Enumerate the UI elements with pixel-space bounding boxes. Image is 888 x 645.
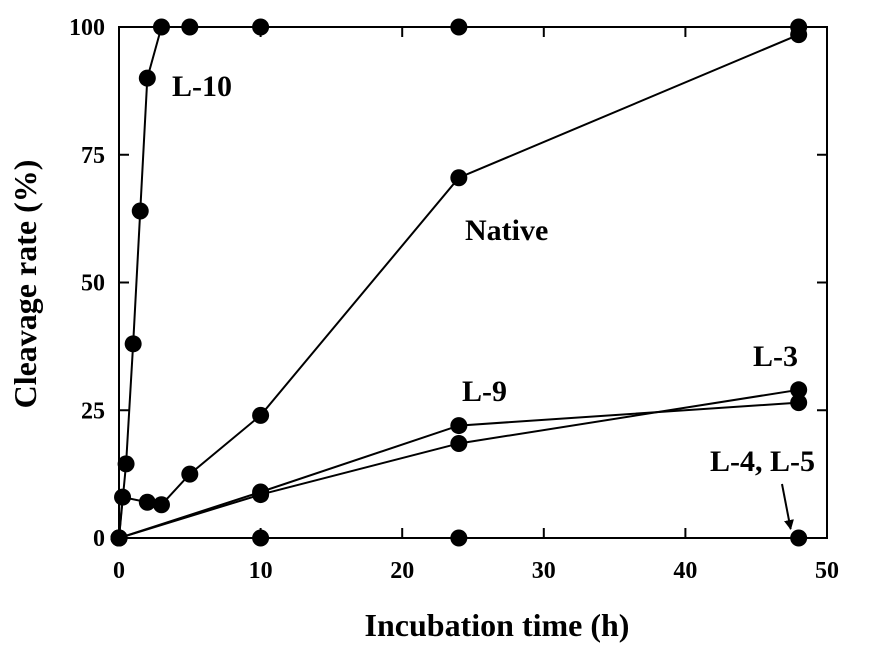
data-point-l-3	[790, 381, 808, 399]
data-point-l-10	[138, 69, 156, 87]
y-tick-label: 0	[93, 526, 105, 552]
series-label-l-3: L-3	[753, 340, 798, 373]
series-label-l-4-l-5: L-4, L-5	[710, 445, 815, 478]
series-label-native: Native	[465, 214, 548, 247]
annotation-arrow	[781, 483, 794, 530]
y-tick-label: 50	[81, 271, 105, 297]
data-point-l-10	[117, 455, 135, 473]
series-line-l-9	[118, 401, 799, 539]
data-point-native	[252, 406, 270, 424]
x-tick-label: 0	[113, 558, 125, 584]
series-label-l-9: L-9	[462, 375, 507, 408]
series-line-native	[118, 33, 800, 539]
y-axis-title: Cleavage rate (%)	[7, 160, 43, 409]
data-point-native	[181, 465, 199, 483]
data-point-l-9	[790, 394, 808, 412]
series-label-l-10: L-10	[172, 70, 232, 103]
x-tick-label: 50	[815, 558, 839, 584]
data-point-l-4-l-5	[110, 529, 128, 547]
x-axis-title: Incubation time (h)	[365, 607, 630, 643]
data-point-l-4-l-5	[450, 529, 468, 547]
data-point-native	[790, 26, 808, 44]
data-point-native	[138, 493, 156, 511]
x-tick-label: 10	[249, 558, 273, 584]
data-point-l-10	[181, 18, 199, 36]
data-point-l-3	[450, 434, 468, 452]
data-point-l-9	[450, 417, 468, 435]
x-tick-label: 30	[532, 558, 556, 584]
series-line-l-10	[118, 26, 799, 539]
data-point-native	[450, 169, 468, 187]
data-point-l-10	[124, 335, 142, 353]
y-tick-label: 100	[69, 15, 105, 41]
data-point-l-4-l-5	[252, 529, 270, 547]
data-point-l-3	[252, 486, 270, 504]
series-line-l-3	[118, 388, 799, 539]
x-tick-label: 40	[673, 558, 697, 584]
y-axis-ticks: 0 25 50 75 100	[69, 15, 827, 552]
y-tick-label: 75	[81, 143, 105, 169]
data-point-l-10	[450, 18, 468, 36]
data-point-l-4-l-5	[790, 529, 808, 547]
series-labels: L-10 Native L-9 L-3 L-4, L-5	[172, 70, 815, 530]
data-point-l-10	[131, 202, 149, 220]
x-axis-ticks: 0 10 20 30 40 50	[113, 27, 839, 584]
data-point-l-10	[252, 18, 270, 36]
y-tick-label: 25	[81, 398, 105, 424]
data-point-native	[114, 488, 132, 506]
data-point-l-10	[152, 18, 170, 36]
data-point-native	[152, 496, 170, 514]
series-lines	[118, 26, 800, 539]
series-points	[110, 18, 808, 547]
x-tick-label: 20	[390, 558, 414, 584]
